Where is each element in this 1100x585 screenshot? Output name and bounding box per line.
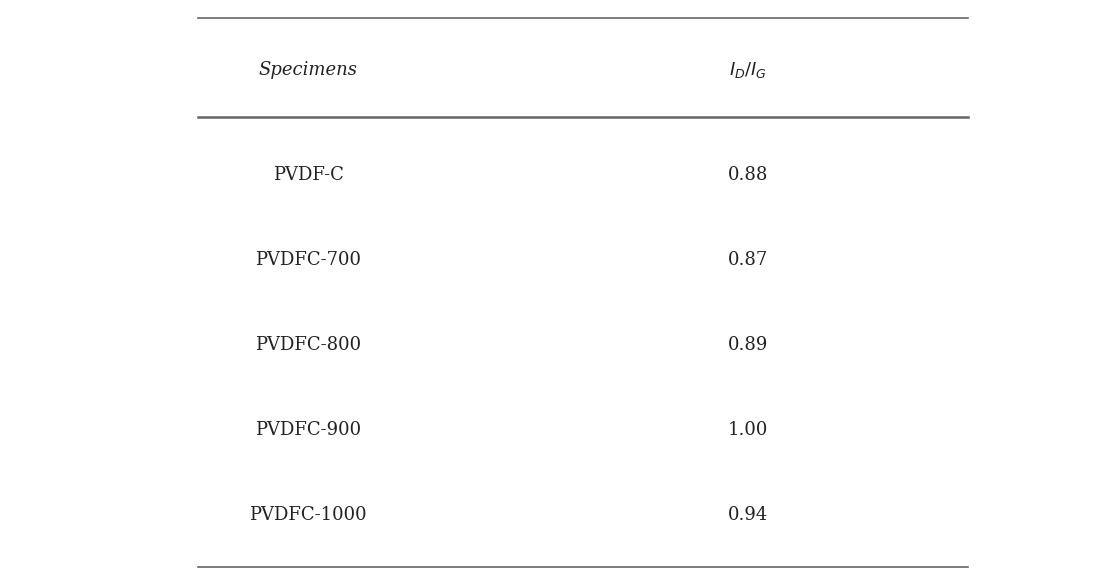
Text: 0.88: 0.88 (728, 167, 768, 184)
Text: 0.94: 0.94 (728, 506, 768, 524)
Text: PVDFC-900: PVDFC-900 (255, 421, 361, 439)
Text: 1.00: 1.00 (728, 421, 768, 439)
Text: PVDFC-1000: PVDFC-1000 (250, 506, 366, 524)
Text: PVDFC-800: PVDFC-800 (255, 336, 361, 354)
Text: PVDF-C: PVDF-C (273, 167, 343, 184)
Text: 0.89: 0.89 (728, 336, 768, 354)
Text: Specimens: Specimens (258, 61, 358, 79)
Text: $\mathit{I}_D/\mathit{I}_G$: $\mathit{I}_D/\mathit{I}_G$ (729, 60, 767, 80)
Text: 0.87: 0.87 (728, 252, 768, 269)
Text: PVDFC-700: PVDFC-700 (255, 252, 361, 269)
